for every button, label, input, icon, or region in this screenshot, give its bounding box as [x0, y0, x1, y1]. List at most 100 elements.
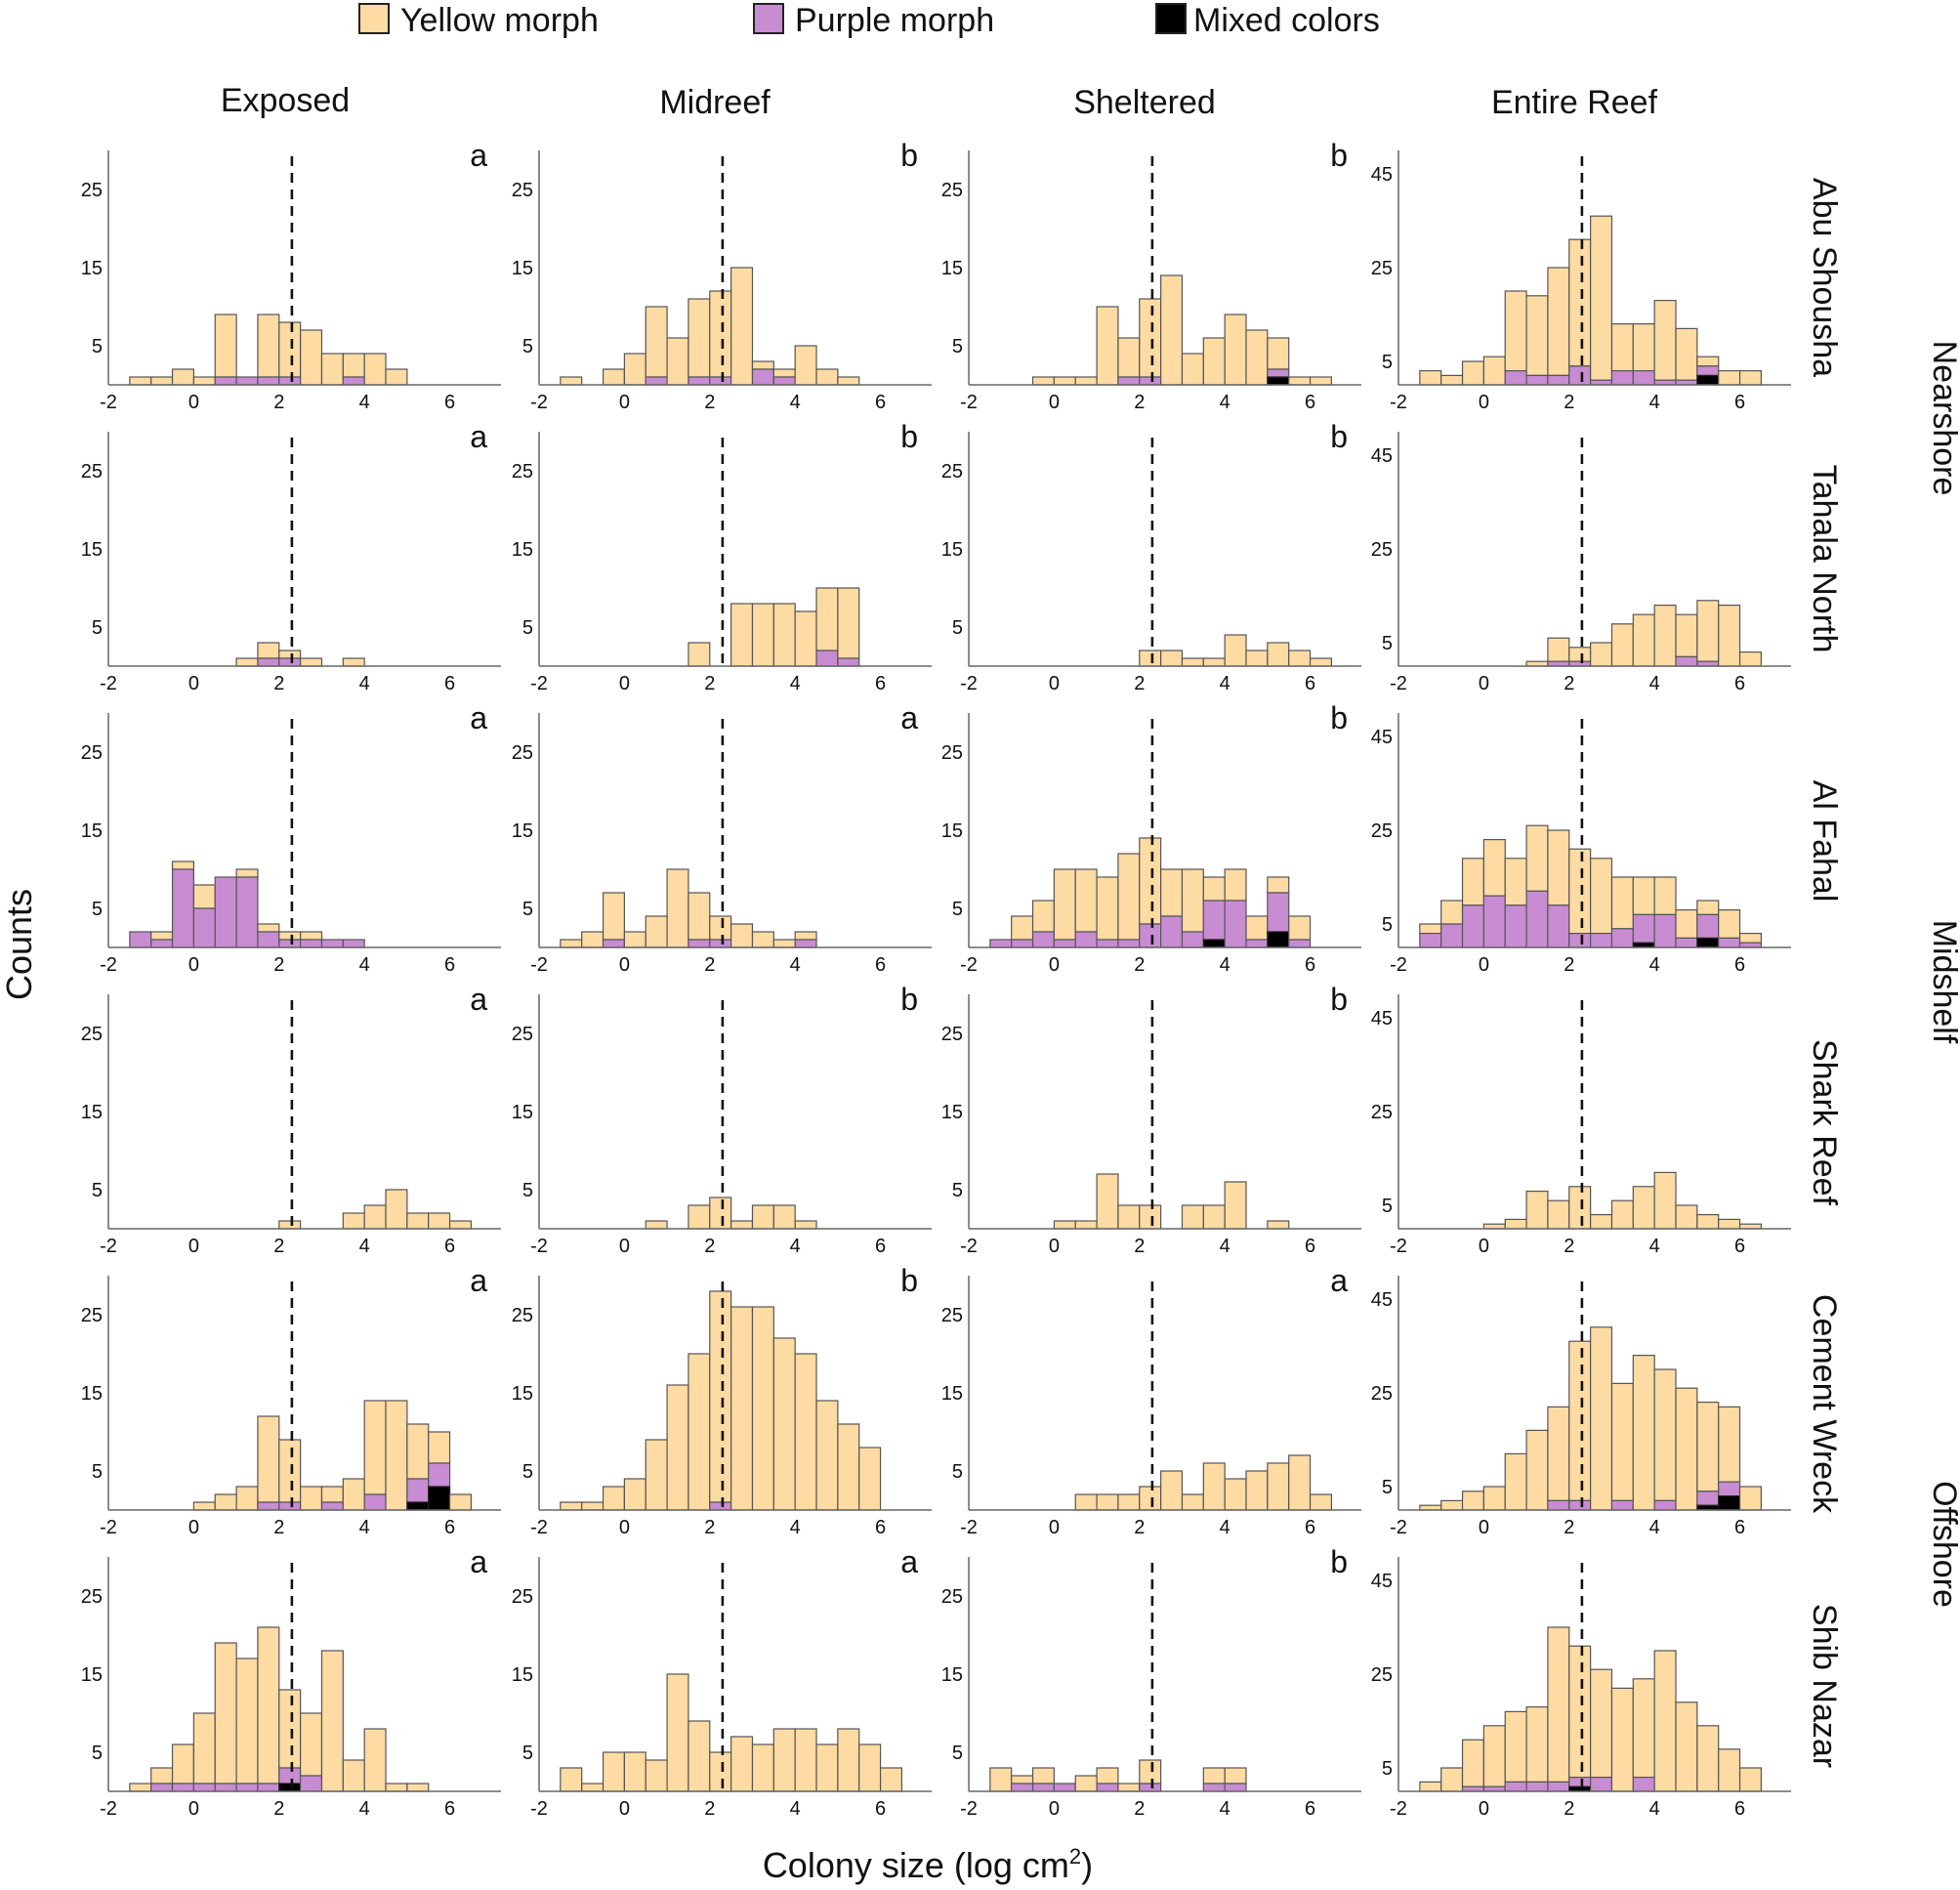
- x-tick-label: 2: [1564, 1517, 1574, 1538]
- y-tick-label: 15: [941, 1383, 963, 1405]
- panel-r3-c2: 5 15 25 -2 0 2 4 6 b: [941, 982, 1361, 1257]
- y-tick-label: 15: [512, 1102, 533, 1123]
- bar-yellow: [385, 1400, 408, 1511]
- y-tick-label: 25: [941, 1305, 963, 1326]
- bar-yellow: [730, 267, 754, 386]
- bar-yellow: [428, 1212, 451, 1230]
- bar-yellow: [1288, 376, 1312, 386]
- bar-yellow: [257, 1626, 280, 1785]
- bar-yellow: [560, 1501, 583, 1511]
- bar-purple: [1525, 890, 1549, 948]
- bar-yellow: [1653, 1650, 1677, 1792]
- bar-yellow: [772, 1728, 796, 1792]
- bar-purple: [1139, 1783, 1162, 1792]
- x-tick-label: 4: [790, 954, 801, 976]
- bar-purple: [257, 1501, 280, 1511]
- y-tick-label: 25: [512, 742, 533, 764]
- y-tick-label: 5: [1382, 914, 1393, 936]
- x-tick-label: 4: [1220, 1236, 1230, 1257]
- bar-yellow: [1074, 376, 1098, 386]
- bar-yellow: [1632, 1186, 1655, 1230]
- x-tick-label: 2: [1564, 1236, 1574, 1257]
- y-tick-label: 5: [92, 617, 103, 639]
- bar-yellow: [1504, 1218, 1527, 1230]
- bar-yellow: [688, 1353, 711, 1511]
- x-tick-label: 4: [790, 392, 801, 413]
- bar-yellow: [363, 1204, 387, 1230]
- bar-yellow: [1096, 876, 1119, 941]
- bar-yellow: [1202, 876, 1226, 902]
- bar-purple: [837, 657, 860, 667]
- y-tick-label: 5: [1382, 1758, 1393, 1780]
- bar-purple: [1224, 1783, 1247, 1792]
- significance-letter: a: [470, 419, 487, 454]
- bar-yellow: [342, 1759, 365, 1792]
- x-tick-label: 4: [359, 1798, 370, 1820]
- bar-yellow: [772, 1337, 796, 1511]
- bar-yellow: [320, 1650, 344, 1792]
- bar-yellow: [1181, 657, 1204, 667]
- panel-r3-c3: 5 25 45 -2 0 2 4 6: [1371, 994, 1791, 1257]
- bar-purple: [1632, 1776, 1655, 1792]
- bar-yellow: [1117, 337, 1141, 378]
- bar-yellow: [1011, 915, 1034, 941]
- bar-yellow: [406, 1423, 430, 1480]
- bar-purple: [320, 1501, 344, 1511]
- bar-purple: [278, 1767, 302, 1785]
- bar-mixed: [1267, 931, 1290, 948]
- bar-yellow: [645, 1439, 668, 1511]
- bar-yellow: [1610, 323, 1634, 372]
- y-tick-label: 15: [81, 820, 103, 842]
- x-tick-label: -2: [100, 1236, 117, 1257]
- bar-yellow: [1309, 1493, 1333, 1511]
- bar-mixed: [406, 1501, 430, 1511]
- bar-purple: [1590, 1776, 1613, 1792]
- x-tick-label: 4: [359, 392, 370, 413]
- bar-yellow: [1696, 1401, 1720, 1492]
- bar-yellow: [1117, 1783, 1141, 1792]
- y-tick-label: 15: [81, 258, 103, 279]
- bar-purple: [278, 939, 302, 948]
- bar-yellow: [1653, 1368, 1677, 1501]
- bar-yellow: [1610, 1199, 1634, 1230]
- x-tick-label: 0: [188, 392, 199, 413]
- x-tick-label: 2: [1564, 392, 1574, 413]
- bar-yellow: [1031, 900, 1055, 933]
- bar-purple: [1547, 904, 1570, 948]
- bar-yellow: [581, 1501, 605, 1511]
- bar-mixed: [1718, 1494, 1741, 1511]
- bar-yellow: [709, 290, 732, 378]
- bar-yellow: [171, 368, 194, 386]
- panel-r5-c3: 5 25 45 -2 0 2 4 6: [1371, 1557, 1791, 1820]
- bar-yellow: [192, 1712, 216, 1785]
- bar-purple: [235, 876, 259, 948]
- y-tick-label: 5: [952, 336, 963, 357]
- bar-yellow: [1718, 1748, 1741, 1792]
- y-tick-label: 5: [952, 899, 963, 920]
- y-tick-label: 5: [522, 899, 533, 920]
- significance-letter: b: [900, 419, 918, 454]
- bar-yellow: [385, 368, 408, 386]
- bar-yellow: [989, 1767, 1013, 1792]
- bar-yellow: [1696, 356, 1720, 367]
- bar-yellow: [1525, 824, 1549, 893]
- bar-yellow: [1267, 337, 1290, 370]
- bar-yellow: [1053, 376, 1076, 386]
- bar-yellow: [1675, 908, 1698, 939]
- bar-purple: [602, 939, 625, 948]
- y-tick-label: 5: [1382, 352, 1393, 373]
- bar-purple: [1074, 931, 1098, 948]
- bar-purple: [1718, 1481, 1741, 1497]
- bar-yellow: [645, 306, 668, 378]
- bar-purple: [342, 939, 365, 948]
- bar-purple: [1632, 913, 1655, 944]
- bar-yellow: [342, 353, 365, 378]
- bar-purple: [1547, 1499, 1570, 1511]
- bar-yellow: [1419, 923, 1442, 935]
- bar-yellow: [1181, 1204, 1204, 1230]
- bar-mixed: [1202, 939, 1226, 948]
- x-tick-label: 6: [1305, 392, 1315, 413]
- bar-yellow: [730, 1220, 754, 1230]
- bar-purple: [1568, 1776, 1592, 1787]
